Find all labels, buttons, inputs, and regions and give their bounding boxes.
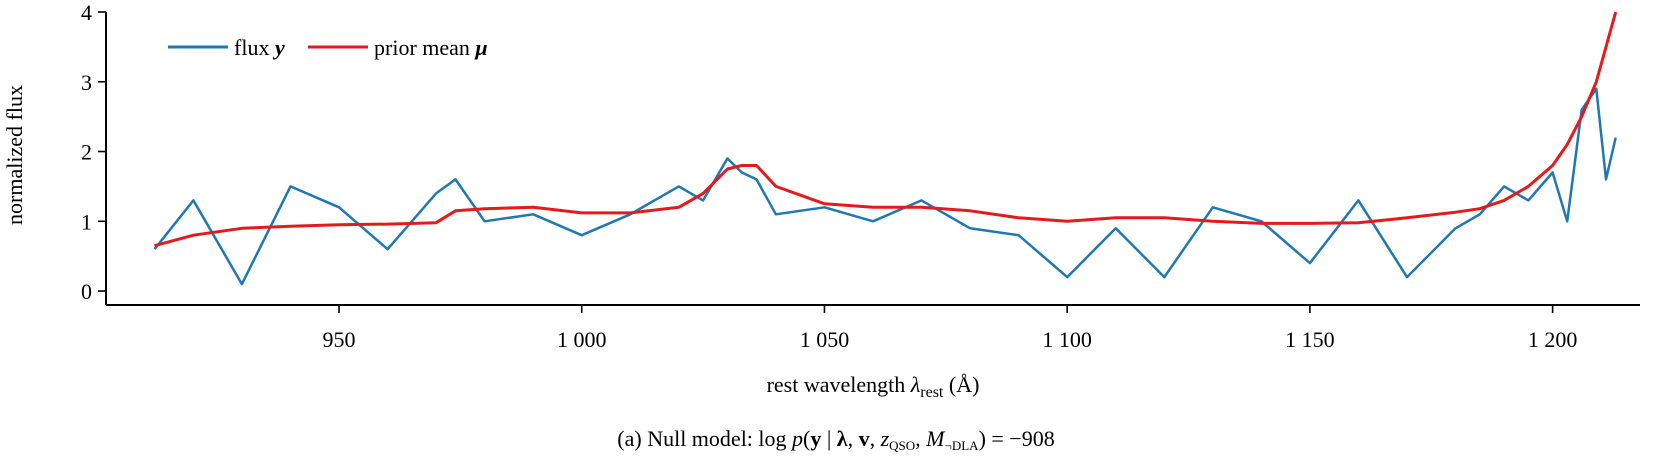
x-tick-label: 950 — [323, 327, 356, 352]
x-tick-label: 1 000 — [557, 327, 607, 352]
y-tick-label: 1 — [81, 209, 92, 234]
y-axis-title: normalized flux — [2, 85, 27, 225]
figure-caption: (a) Null model: log p(y | λ, v, zQSO, M¬… — [617, 426, 1054, 453]
legend-flux-label: flux y — [234, 35, 285, 60]
y-tick-label: 2 — [81, 140, 92, 165]
y-tick-label: 0 — [81, 279, 92, 304]
legend: flux y prior mean μ — [168, 35, 488, 60]
x-tick-label: 1 150 — [1285, 327, 1335, 352]
x-axis-title: rest wavelength λrest (Å) — [767, 372, 980, 401]
x-ticks: 950 1 000 1 050 1 100 1 150 1 200 — [323, 305, 1578, 352]
y-ticks: 0 1 2 3 4 — [81, 0, 106, 304]
x-tick-label: 1 100 — [1042, 327, 1092, 352]
x-tick-label: 1 200 — [1528, 327, 1578, 352]
series-layer — [153, 11, 1618, 286]
legend-mean-label: prior mean μ — [374, 35, 488, 60]
flux-line — [153, 87, 1617, 286]
prior-mean-line — [154, 11, 1618, 248]
axes — [105, 12, 1640, 306]
x-tick-label: 1 050 — [800, 327, 850, 352]
y-tick-label: 3 — [81, 70, 92, 95]
y-tick-label: 4 — [81, 0, 92, 25]
